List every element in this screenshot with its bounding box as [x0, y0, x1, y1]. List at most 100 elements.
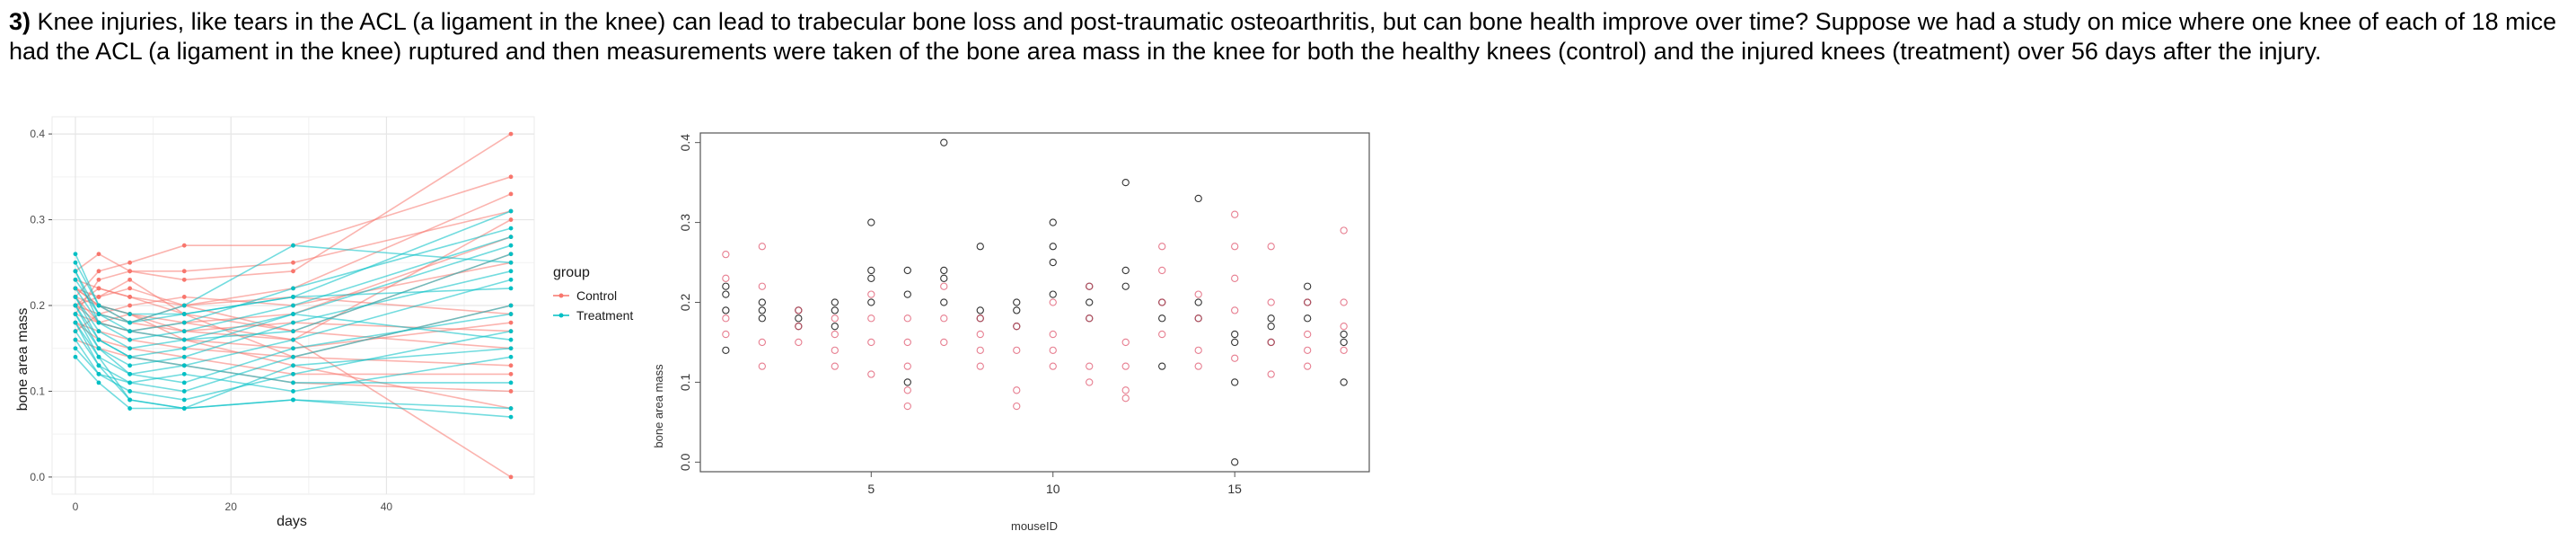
scatter-point-black [867, 274, 875, 282]
scatter-point-pink [1086, 314, 1094, 323]
data-point-treatment [291, 354, 295, 359]
data-point-treatment [127, 389, 133, 394]
data-point-treatment [181, 380, 187, 385]
data-point-treatment [73, 252, 78, 257]
plot-box [699, 132, 1370, 473]
scatter-point-black [1231, 338, 1239, 347]
scatter-point-pink [1158, 266, 1166, 275]
y-axis-label: bone area mass [15, 308, 31, 412]
data-point-treatment [508, 380, 514, 385]
data-point-treatment [127, 406, 133, 411]
data-point-treatment [96, 337, 101, 342]
data-point-treatment [127, 320, 133, 325]
legend: group Control Treatment [553, 265, 633, 323]
y-tick-label: 0.4 [30, 128, 45, 140]
series-line-treatment [75, 330, 512, 401]
data-point-treatment [181, 389, 187, 394]
data-point-treatment [181, 371, 187, 376]
scatter-point-pink [1121, 394, 1130, 403]
data-point-treatment [96, 312, 101, 316]
scatter-point-pink [1013, 386, 1021, 394]
scatter-point-pink [1086, 362, 1094, 370]
scatter-point-pink [1049, 298, 1057, 306]
scatter-point-pink [1194, 290, 1202, 298]
scatter-point-black [1231, 330, 1239, 339]
x-tick-label: 10 [1046, 482, 1060, 496]
scatter-point-black [1013, 306, 1021, 314]
scatter-point-black [1231, 378, 1239, 386]
series-line-control [75, 176, 512, 298]
legend-title: group [553, 265, 590, 280]
series-line-treatment [75, 322, 512, 418]
scatter-point-black [1194, 298, 1202, 306]
legend-control-point [558, 293, 564, 298]
scatter-point-pink [1267, 370, 1275, 378]
line-chart: 0.0 0.1 0.2 0.3 0.4 0 20 40 bone area mass day… [15, 116, 633, 529]
scatter-point-pink [976, 346, 984, 354]
scatter-point-pink [722, 251, 730, 259]
data-point-treatment [127, 397, 133, 403]
scatter-point-black [940, 298, 948, 306]
scatter-point-pink [1194, 314, 1202, 323]
y-tick-label: 0.1 [30, 385, 45, 397]
series-line-treatment [75, 348, 512, 393]
legend-control-label: Control [576, 288, 617, 303]
scatter-point-pink [940, 338, 948, 347]
data-point-treatment [181, 406, 187, 411]
scatter-point-black [1267, 323, 1275, 331]
data-point-control [96, 269, 101, 274]
scatter-point-pink [867, 290, 875, 298]
scatter-point-black [758, 298, 766, 306]
data-point-treatment [508, 286, 514, 291]
y-axis-label-2: bone area mass [652, 364, 665, 448]
legend-treatment-point [558, 313, 564, 318]
data-point-treatment [508, 414, 514, 420]
scatter-point-black [722, 346, 730, 354]
scatter-point-pink [1340, 346, 1348, 354]
scatter-point-pink [976, 314, 984, 323]
data-point-treatment [127, 380, 133, 385]
data-point-treatment [96, 371, 101, 376]
scatter-point-black [1231, 458, 1239, 466]
scatter-point-black [1158, 362, 1166, 370]
data-point-control [96, 286, 101, 291]
scatter-point-pink [758, 243, 766, 251]
series-line-treatment [75, 261, 512, 315]
data-point-treatment [508, 269, 514, 274]
data-point-treatment [508, 260, 514, 265]
y-tick-label: 0.0 [678, 453, 692, 471]
scatter-point-black [1049, 290, 1057, 298]
data-point-treatment [127, 329, 133, 334]
data-point-control [127, 269, 133, 274]
scatter-point-pink [1121, 338, 1130, 347]
scatter-point-pink [903, 402, 911, 411]
series-line-treatment [75, 270, 512, 341]
data-point-control [508, 131, 514, 137]
scatter-point-pink [758, 362, 766, 370]
scatter-point-black [940, 266, 948, 275]
scatter-point-black [903, 290, 911, 298]
data-point-treatment [127, 354, 133, 359]
scatter-point-pink [758, 282, 766, 290]
x-tick-label: 5 [867, 482, 875, 496]
data-point-treatment [181, 363, 187, 368]
data-point-treatment [127, 346, 133, 351]
data-point-control [96, 277, 101, 282]
scatter-point-pink [1158, 330, 1166, 339]
scatter-point-black [940, 274, 948, 282]
data-point-treatment [508, 277, 514, 282]
scatter-point-black [940, 138, 948, 146]
y-tick-label: 0.4 [678, 134, 692, 152]
scatter-point-pink [831, 314, 839, 323]
scatter-point-pink [1013, 402, 1021, 411]
scatter-point-pink [1194, 362, 1202, 370]
scatter-point-pink [1231, 354, 1239, 362]
scatter-point-pink [1049, 330, 1057, 339]
data-point-treatment [96, 346, 101, 351]
data-point-treatment [96, 329, 101, 334]
data-point-treatment [73, 312, 78, 316]
data-point-treatment [181, 354, 187, 359]
data-point-treatment [291, 320, 295, 325]
data-point-treatment [508, 243, 514, 248]
data-point-treatment [181, 397, 187, 403]
